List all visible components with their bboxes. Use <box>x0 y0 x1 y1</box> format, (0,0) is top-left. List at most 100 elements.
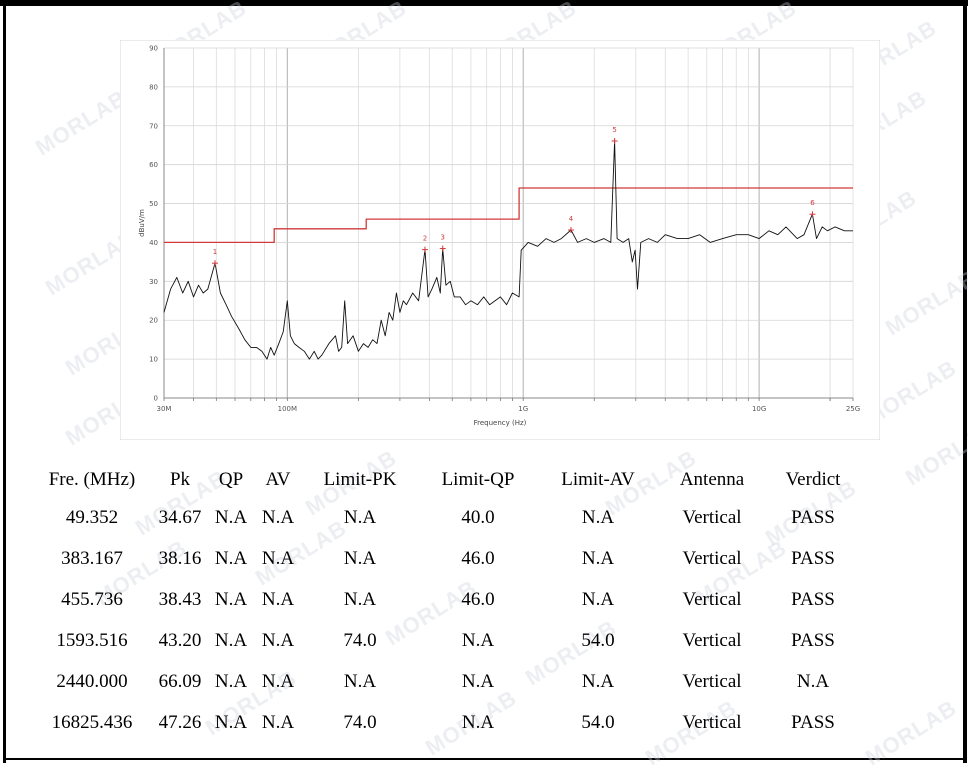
column-header: Limit-PK <box>323 468 397 490</box>
table-cell: N.A <box>343 588 377 610</box>
y-tick-label: 40 <box>149 239 158 247</box>
table-cell: Vertical <box>682 547 742 569</box>
chart-ticks: 0 10 20 30 40 50 60 70 80 90 30M 100M 1G 10G 25G <box>149 45 860 414</box>
y-tick-label: 70 <box>149 122 158 130</box>
table-cell: PASS <box>791 506 835 528</box>
table-cell: N.A <box>581 506 615 528</box>
table-cell: N.A <box>214 711 248 733</box>
table-cell: N.A <box>581 547 615 569</box>
table-cell: PASS <box>791 588 835 610</box>
table-cell: 455.736 <box>61 588 123 610</box>
y-tick-label: 30 <box>149 278 158 286</box>
table-cell: N.A <box>261 588 295 610</box>
column-header: Antenna <box>679 468 745 490</box>
table-cell: 46.0 <box>461 588 495 610</box>
table-cell: 16825.436 <box>51 711 133 733</box>
table-cell: 74.0 <box>343 629 377 651</box>
column-header: Verdict <box>785 468 841 490</box>
table-cell: N.A <box>261 629 295 651</box>
x-tick-label: 100M <box>278 405 297 413</box>
column-header: Pk <box>169 468 191 490</box>
y-tick-label: 90 <box>149 45 158 53</box>
chart-series <box>163 140 853 360</box>
marker-label: 6 <box>810 199 815 207</box>
y-tick-label: 10 <box>149 356 158 364</box>
table-row: 383.167 38.16 N.A N.A N.A 46.0 N.A Vertical PASS <box>31 538 861 579</box>
table-body: 49.352 34.67 N.A N.A N.A 40.0 N.A Vertical PASS 3… <box>31 497 861 743</box>
chart-markers: 1 2 3 4 5 6 <box>211 126 816 267</box>
top-border <box>0 0 968 6</box>
table-cell: N.A <box>261 711 295 733</box>
table-cell: Vertical <box>682 670 742 692</box>
table-cell: 1593.516 <box>56 629 128 651</box>
y-tick-label: 80 <box>149 83 158 91</box>
y-tick-label: 0 <box>154 395 158 403</box>
column-header: AV <box>265 468 291 490</box>
table-cell: 66.09 <box>158 670 202 692</box>
table-cell: N.A <box>581 670 615 692</box>
table-header-row: Fre. (MHz) Pk QP AV Limit-PK Limit-QP Limit-AV… <box>31 462 861 497</box>
marker-label: 4 <box>569 215 574 223</box>
marker-label: 2 <box>423 235 427 243</box>
column-header: Limit-QP <box>441 468 515 490</box>
bottom-border <box>6 758 963 760</box>
table-cell: N.A <box>343 670 377 692</box>
table-row: 2440.000 66.09 N.A N.A N.A N.A N.A Vertical N.A <box>31 661 861 702</box>
table-cell: 383.167 <box>61 547 123 569</box>
column-header: Fre. (MHz) <box>48 468 136 490</box>
table-cell: N.A <box>261 547 295 569</box>
y-tick-label: 60 <box>149 161 158 169</box>
table-row: 455.736 38.43 N.A N.A N.A 46.0 N.A Vertical PASS <box>31 579 861 620</box>
table-cell: N.A <box>214 547 248 569</box>
left-border <box>3 0 6 763</box>
chart-grid <box>163 47 854 399</box>
table-cell: N.A <box>214 629 248 651</box>
y-tick-label: 20 <box>149 317 158 325</box>
table-cell: 46.0 <box>461 547 495 569</box>
table-row: 49.352 34.67 N.A N.A N.A 40.0 N.A Vertical PASS <box>31 497 861 538</box>
table-cell: 38.43 <box>158 588 202 610</box>
results-table: Fre. (MHz) Pk QP AV Limit-PK Limit-QP Limit-AV… <box>31 462 861 743</box>
table-cell: 54.0 <box>581 711 615 733</box>
table-cell: N.A <box>261 506 295 528</box>
table-cell: N.A <box>796 670 830 692</box>
table-cell: 47.26 <box>158 711 202 733</box>
table-cell: 40.0 <box>461 506 495 528</box>
x-axis-label: Frequency (Hz) <box>474 419 527 427</box>
x-tick-label: 1G <box>518 405 528 413</box>
marker-label: 3 <box>440 234 444 242</box>
table-cell: N.A <box>461 711 495 733</box>
emission-chart: 0 10 20 30 40 50 60 70 80 90 30M 100M 1G 10G 25G 1 2 3 4 5… <box>120 40 880 440</box>
table-cell: 43.20 <box>158 629 202 651</box>
table-cell: Vertical <box>682 629 742 651</box>
table-cell: Vertical <box>682 588 742 610</box>
limit-line <box>164 187 853 244</box>
table-cell: PASS <box>791 547 835 569</box>
y-tick-label: 50 <box>149 200 158 208</box>
table-cell: N.A <box>343 506 377 528</box>
table-cell: N.A <box>461 629 495 651</box>
x-tick-label: 25G <box>846 405 860 413</box>
watermark-text: MORLAB <box>900 414 968 491</box>
marker-label: 1 <box>213 248 217 256</box>
table-cell: 2440.000 <box>56 670 128 692</box>
table-cell: PASS <box>791 711 835 733</box>
column-header: Limit-AV <box>561 468 635 490</box>
table-cell: N.A <box>214 588 248 610</box>
table-cell: 34.67 <box>158 506 202 528</box>
watermark-text: MORLAB <box>30 84 132 161</box>
table-cell: N.A <box>461 670 495 692</box>
table-cell: 49.352 <box>65 506 119 528</box>
table-cell: 74.0 <box>343 711 377 733</box>
x-tick-label: 30M <box>157 405 172 413</box>
table-cell: Vertical <box>682 506 742 528</box>
table-cell: PASS <box>791 629 835 651</box>
watermark-text: MORLAB <box>880 264 968 341</box>
y-axis-label: dBuV/m <box>138 209 146 237</box>
table-cell: N.A <box>343 547 377 569</box>
right-border <box>963 0 967 763</box>
x-tick-label: 10G <box>752 405 766 413</box>
table-cell: 54.0 <box>581 629 615 651</box>
measurement-trace <box>163 140 853 360</box>
table-row: 1593.516 43.20 N.A N.A 74.0 N.A 54.0 Vertical PA… <box>31 620 861 661</box>
